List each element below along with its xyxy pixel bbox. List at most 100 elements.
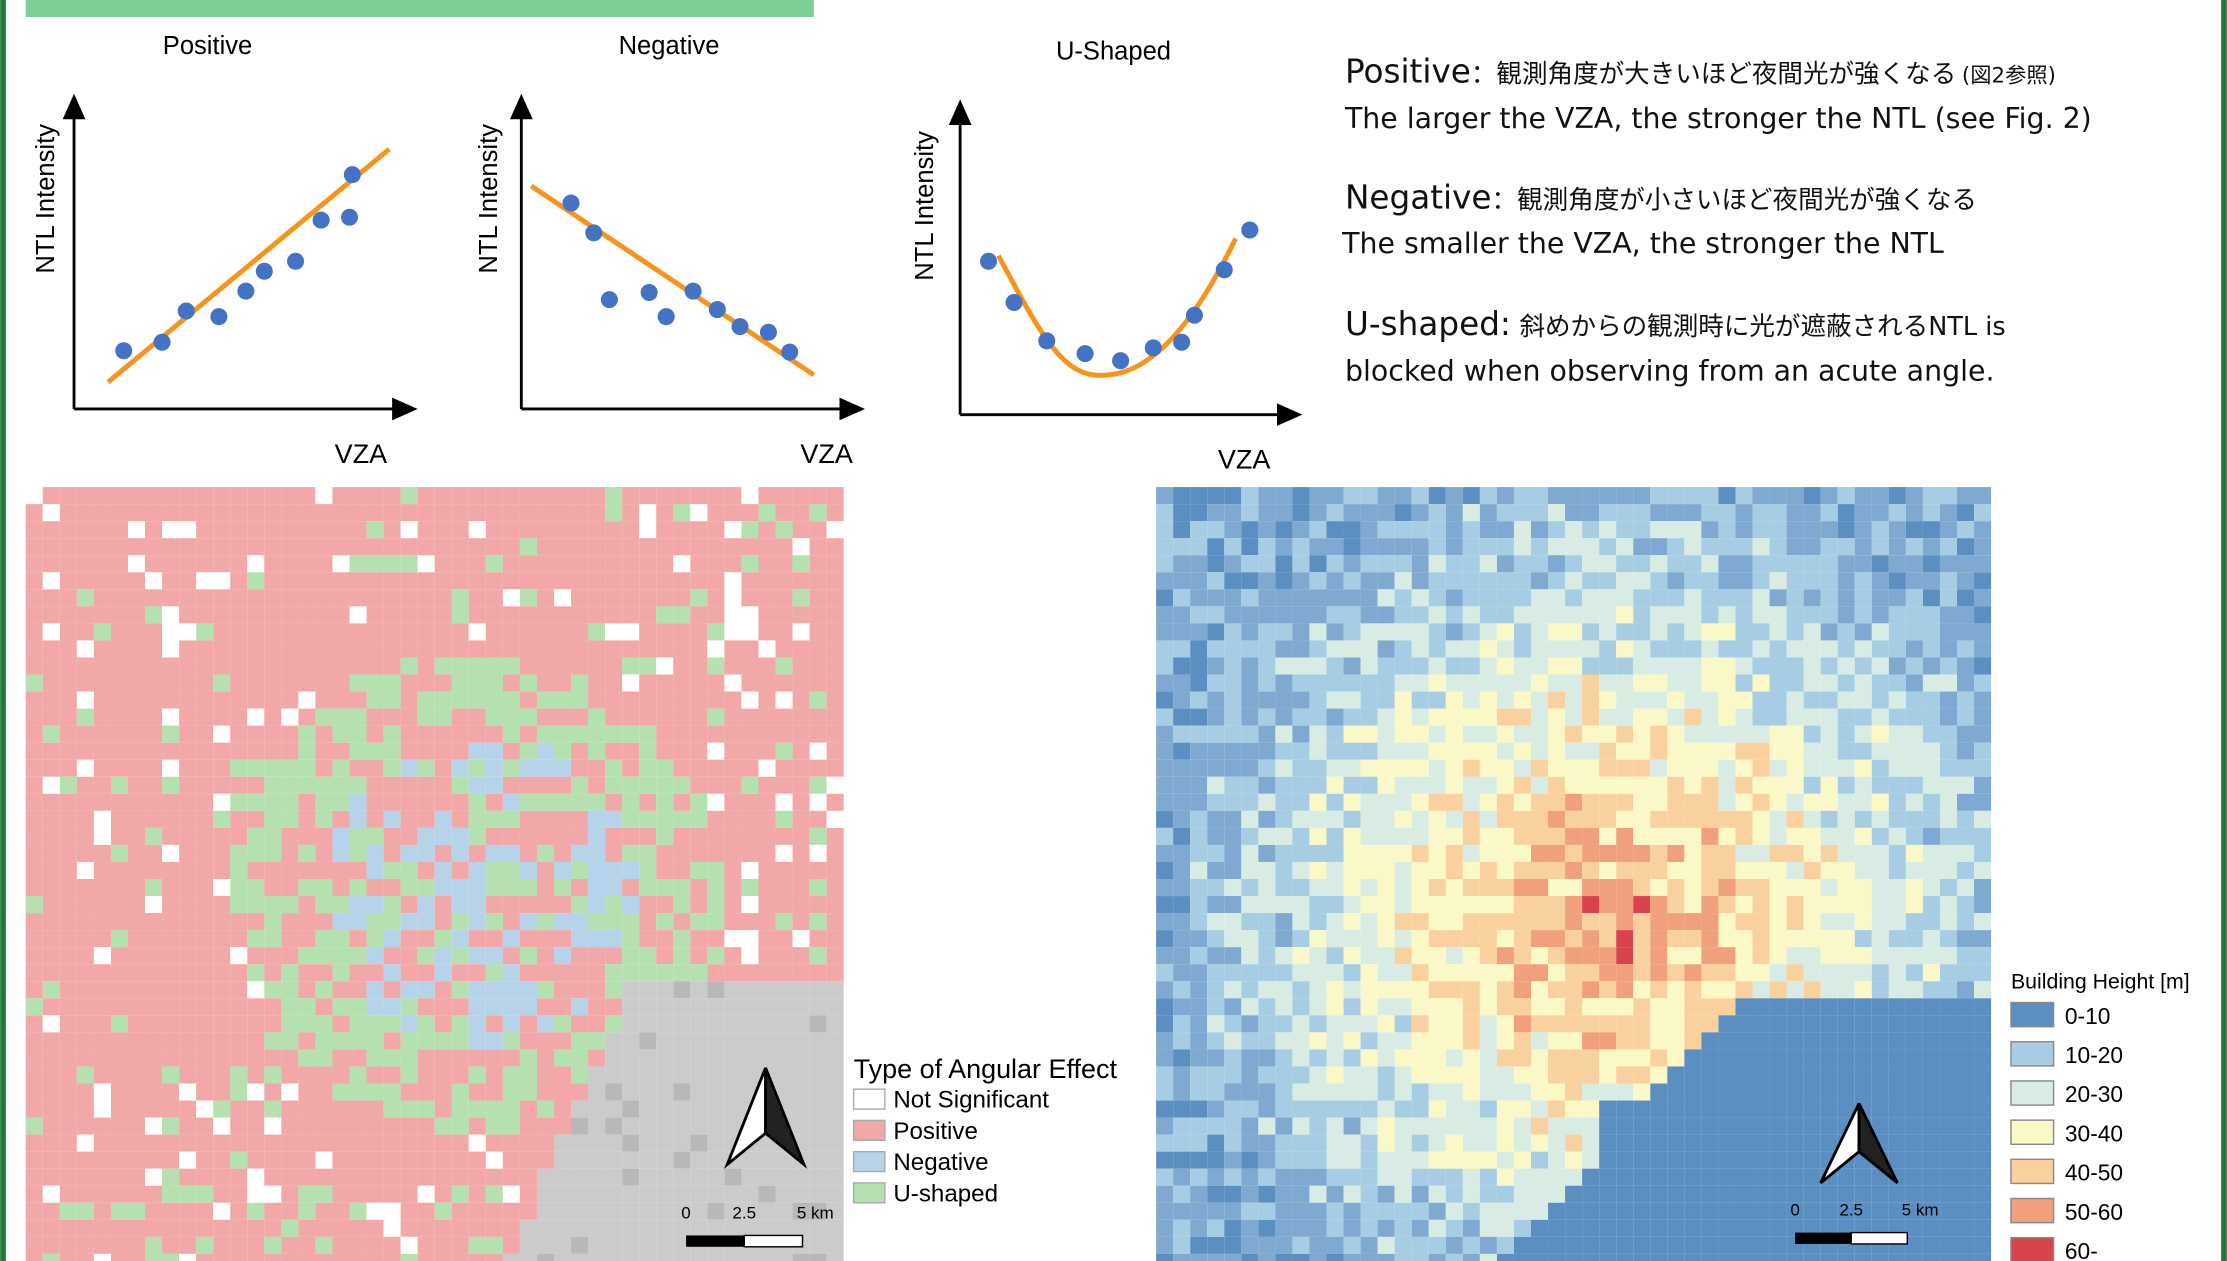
map-cell xyxy=(1514,862,1531,879)
map-cell xyxy=(1650,692,1667,709)
map-cell xyxy=(1446,640,1463,657)
map-cell xyxy=(1190,1066,1207,1083)
map-cell xyxy=(1258,555,1275,572)
map-cell xyxy=(1224,521,1241,538)
map-cell xyxy=(810,896,827,913)
map-cell xyxy=(213,504,230,521)
map-cell xyxy=(1480,845,1497,862)
map-cell xyxy=(1258,709,1275,726)
map-cell xyxy=(162,589,179,606)
map-cell xyxy=(1207,1066,1224,1083)
map-cell xyxy=(94,998,111,1015)
map-cell xyxy=(1684,896,1701,913)
map-cell xyxy=(1292,657,1309,674)
map-cell xyxy=(1838,930,1855,947)
map-cell xyxy=(776,1186,793,1203)
map-cell xyxy=(350,1203,367,1220)
map-cell xyxy=(1412,862,1429,879)
map-cell xyxy=(1701,930,1718,947)
map-cell xyxy=(213,1135,230,1152)
map-cell xyxy=(1735,1101,1752,1118)
map-cell xyxy=(452,1083,469,1100)
map-cell xyxy=(1684,743,1701,760)
map-cell xyxy=(1804,538,1821,555)
map-cell xyxy=(1940,1015,1957,1032)
map-cell xyxy=(1855,1015,1872,1032)
map-cell xyxy=(1378,572,1395,589)
map-cell xyxy=(1309,675,1326,692)
map-cell xyxy=(1633,964,1650,981)
map-cell xyxy=(111,692,128,709)
map-cell xyxy=(77,913,94,930)
map-cell xyxy=(1821,1066,1838,1083)
map-cell xyxy=(230,675,247,692)
map-cell xyxy=(1275,760,1292,777)
map-cell xyxy=(1787,896,1804,913)
map-cell xyxy=(639,845,656,862)
map-cell xyxy=(571,794,588,811)
map-cell xyxy=(1804,1135,1821,1152)
map-cell xyxy=(1514,896,1531,913)
map-cell xyxy=(1599,1186,1616,1203)
map-cell xyxy=(264,930,281,947)
map-cell xyxy=(128,657,145,674)
map-cell xyxy=(1344,1237,1361,1254)
map-cell xyxy=(1940,896,1957,913)
map-cell xyxy=(1753,572,1770,589)
map-cell xyxy=(1667,555,1684,572)
map-cell xyxy=(1684,1169,1701,1186)
map-cell xyxy=(1565,998,1582,1015)
map-cell xyxy=(1684,1049,1701,1066)
map-cell xyxy=(332,504,349,521)
map-cell xyxy=(1190,640,1207,657)
map-cell xyxy=(1190,1169,1207,1186)
map-cell xyxy=(60,794,77,811)
map-cell xyxy=(554,538,571,555)
map-cell xyxy=(1190,981,1207,998)
map-cell xyxy=(1684,589,1701,606)
map-cell xyxy=(247,811,264,828)
map-cell xyxy=(1173,1169,1190,1186)
map-cell xyxy=(810,794,827,811)
map-cell xyxy=(145,1101,162,1118)
map-cell xyxy=(1770,981,1787,998)
map-cell xyxy=(827,1237,844,1254)
map-cell xyxy=(1531,555,1548,572)
map-cell xyxy=(1292,930,1309,947)
map-cell xyxy=(1906,487,1923,504)
map-cell xyxy=(622,845,639,862)
map-cell xyxy=(1667,1083,1684,1100)
map-cell xyxy=(1718,743,1735,760)
map-cell xyxy=(452,1066,469,1083)
map-cell xyxy=(452,1237,469,1254)
map-cell xyxy=(1582,743,1599,760)
map-cell xyxy=(435,998,452,1015)
map-cell xyxy=(1906,1118,1923,1135)
map-cell xyxy=(741,521,758,538)
map-cell xyxy=(1429,998,1446,1015)
map-cell xyxy=(247,623,264,640)
map-cell xyxy=(264,1169,281,1186)
map-cell xyxy=(111,657,128,674)
map-cell xyxy=(1395,828,1412,845)
map-cell xyxy=(332,743,349,760)
map-cell xyxy=(1838,947,1855,964)
map-cell xyxy=(622,743,639,760)
map-cell xyxy=(1292,760,1309,777)
map-cell xyxy=(1258,504,1275,521)
map-cell xyxy=(1787,1101,1804,1118)
map-cell xyxy=(401,487,418,504)
map-cell xyxy=(1582,862,1599,879)
map-cell xyxy=(1787,521,1804,538)
map-cell xyxy=(1429,709,1446,726)
map-cell xyxy=(1770,1237,1787,1254)
map-cell xyxy=(111,777,128,794)
map-cell xyxy=(196,487,213,504)
map-cell xyxy=(1940,726,1957,743)
map-cell xyxy=(1633,521,1650,538)
map-cell xyxy=(1667,913,1684,930)
map-cell xyxy=(1974,777,1991,794)
map-cell xyxy=(162,794,179,811)
map-cell xyxy=(111,947,128,964)
map-cell xyxy=(230,504,247,521)
